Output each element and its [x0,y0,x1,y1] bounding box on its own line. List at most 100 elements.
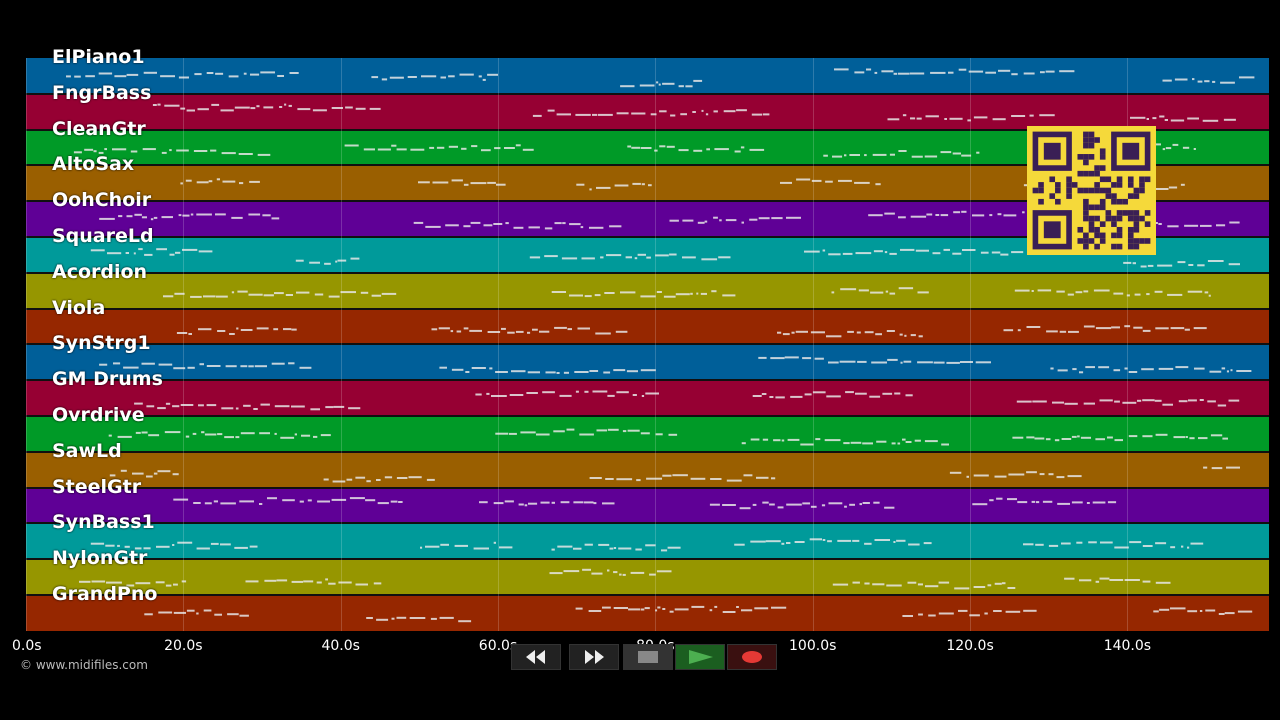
note-mark [465,371,470,373]
note-mark [932,252,941,255]
note-mark [682,219,694,222]
note-mark [1137,399,1142,402]
note-mark [1170,119,1185,122]
note-mark [307,499,312,502]
track-notes [90,248,1240,268]
track-separator [26,487,1269,489]
note-mark [426,478,435,481]
note-mark [1239,76,1255,79]
note-mark [752,503,757,506]
note-mark [1180,183,1185,186]
note-mark [1178,400,1188,403]
note-mark [1107,436,1113,439]
note-mark [346,478,353,481]
note-mark [576,183,585,186]
note-mark [448,145,458,148]
note-mark [331,498,347,501]
note-mark [887,118,900,121]
note-mark [910,334,916,337]
note-mark [239,500,254,503]
track-separator [26,558,1269,560]
note-mark [561,257,578,260]
track-notes [176,325,1207,338]
note-mark [91,580,106,583]
note-mark [582,568,591,571]
note-mark [1159,115,1165,118]
note-mark [479,501,488,504]
note-mark [918,613,923,616]
note-mark [1068,330,1079,333]
note-mark [849,154,860,156]
note-mark [1181,545,1184,548]
note-mark [928,614,936,617]
note-mark [659,110,667,113]
note-mark [1157,264,1173,267]
note-mark [1100,541,1113,544]
play-icon [676,645,724,669]
note-mark [631,112,646,115]
note-mark [631,146,640,149]
stop-button[interactable] [623,644,673,670]
note-mark [862,502,870,504]
note-mark [589,188,592,191]
note-mark [756,476,769,479]
note-mark [628,608,641,611]
note-mark [173,498,189,501]
note-mark [889,252,897,255]
note-mark [222,180,236,183]
note-mark [898,216,906,219]
note-mark [152,104,157,106]
play-button[interactable] [675,644,725,670]
note-mark [1146,293,1150,296]
note-mark [513,226,524,229]
record-icon [728,645,776,669]
note-mark [1147,264,1154,267]
note-mark [1045,70,1055,73]
note-mark [873,250,883,253]
note-mark [858,289,869,292]
note-mark [855,392,867,395]
note-mark [551,501,555,504]
track-lane [26,94,1269,130]
note-mark [74,75,81,78]
note-mark [1032,400,1047,403]
note-mark [948,71,954,74]
note-mark [280,436,295,439]
note-mark [1011,73,1018,76]
record-button[interactable] [727,644,777,670]
note-mark [1182,146,1190,149]
note-mark [706,148,710,151]
note-mark [439,366,447,369]
note-mark [952,152,961,155]
note-mark [749,148,765,151]
note-mark [274,405,290,408]
note-mark [1088,541,1097,544]
note-mark [1061,542,1071,545]
grid-line [26,58,27,631]
note-mark [826,395,841,398]
note-mark [850,441,862,444]
note-mark [678,85,684,88]
fast-forward-button[interactable] [569,644,619,670]
note-mark [1035,543,1044,546]
rewind-button[interactable] [511,644,561,670]
note-mark [239,614,249,617]
note-mark [377,148,391,151]
note-mark [1142,580,1151,583]
track-lane [26,380,1269,416]
note-mark [709,609,713,612]
track-lane [26,559,1269,595]
note-mark [337,259,347,262]
note-mark [884,212,895,215]
note-mark [657,606,661,609]
note-mark [217,433,223,436]
note-mark [589,370,599,372]
note-mark [204,433,217,436]
note-mark [894,392,901,395]
note-mark [976,151,980,154]
note-mark [826,335,842,338]
note-mark [713,110,718,113]
note-mark [1083,325,1095,328]
note-mark [481,149,491,152]
track-notes [108,428,1228,446]
